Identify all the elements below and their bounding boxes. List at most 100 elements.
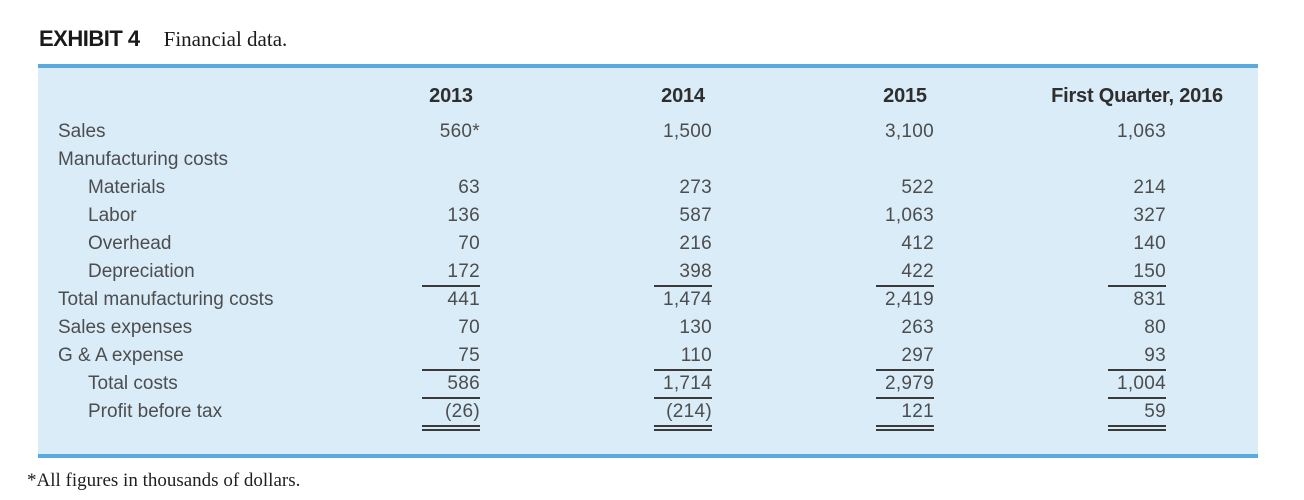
cell-value: 1,063: [884, 205, 934, 226]
cell-value: [422, 164, 480, 168]
value-cell: 75: [370, 345, 546, 371]
cell-value: 216: [679, 233, 712, 254]
cell-value: 831: [1133, 289, 1166, 310]
table-body: Sales 560* 1,500 3,100 1,063 Manufacturing co…: [38, 118, 1258, 431]
row-label: Materials: [88, 177, 166, 198]
value-cell: 1,004: [1006, 373, 1258, 399]
cell-value: 121: [876, 401, 934, 431]
table-row: G & A expense 75 110 297 93: [38, 342, 1258, 371]
cell-value: 263: [901, 317, 934, 338]
value-cell: 70: [370, 317, 546, 339]
value-cell: 441: [370, 289, 546, 311]
value-cell: 2,419: [778, 289, 1006, 311]
cell-value: 140: [1133, 233, 1166, 254]
value-cell: 273: [546, 177, 778, 199]
table-row: Manufacturing costs: [38, 146, 1258, 174]
cell-value: 412: [901, 233, 934, 254]
column-header-label: 2014: [661, 84, 705, 107]
cell-value: 110: [654, 345, 712, 371]
value-cell: 412: [778, 233, 1006, 255]
value-cell: 121: [778, 401, 1006, 431]
value-cell: 172: [370, 261, 546, 287]
cell-value: 1,500: [662, 121, 712, 142]
value-cell: 398: [546, 261, 778, 287]
cell-value: [654, 164, 712, 168]
exhibit-header: EXHIBIT 4 Financial data.: [39, 26, 287, 52]
value-cell: 263: [778, 317, 1006, 339]
table-row: Materials 63 273 522 214: [38, 174, 1258, 202]
column-header: 2015: [778, 85, 1006, 108]
table-row: Total costs 586 1,714 2,979 1,004: [38, 370, 1258, 399]
cell-value: 2,419: [884, 289, 934, 310]
row-label: Sales expenses: [58, 317, 193, 338]
cell-value: [876, 164, 934, 168]
exhibit-label: EXHIBIT 4: [39, 26, 140, 51]
value-cell: 831: [1006, 289, 1258, 311]
cell-value: 63: [458, 177, 480, 198]
cell-value: 3,100: [884, 121, 934, 142]
value-cell: 59: [1006, 401, 1258, 431]
cell-value: 214: [1133, 177, 1166, 198]
cell-value: 273: [679, 177, 712, 198]
table-row: Sales 560* 1,500 3,100 1,063: [38, 118, 1258, 146]
column-header: 2014: [546, 85, 778, 108]
value-cell: 130: [546, 317, 778, 339]
row-label: Total manufacturing costs: [58, 289, 274, 310]
cell-value: 2,979: [876, 373, 934, 399]
value-cell: [370, 151, 546, 169]
cell-value: 59: [1108, 401, 1166, 431]
cell-value: 70: [458, 233, 480, 254]
table-row: Labor 136 587 1,063 327: [38, 202, 1258, 230]
value-cell: 63: [370, 177, 546, 199]
cell-value: 136: [447, 205, 480, 226]
value-cell: [778, 151, 1006, 169]
cell-value: 93: [1108, 345, 1166, 371]
column-header-label: 2015: [883, 84, 927, 107]
cell-value: 172: [422, 261, 480, 287]
value-cell: 136: [370, 205, 546, 227]
value-cell: 560*: [370, 121, 546, 143]
row-label: Labor: [88, 205, 137, 226]
table-row: Depreciation 172 398 422 150: [38, 258, 1258, 287]
value-cell: 586: [370, 373, 546, 399]
cell-value: (26): [422, 401, 480, 431]
column-header: 2013: [370, 85, 546, 108]
value-cell: 3,100: [778, 121, 1006, 143]
value-cell: 110: [546, 345, 778, 371]
value-cell: 1,714: [546, 373, 778, 399]
cell-value: 70: [458, 317, 480, 338]
cell-value: 560*: [439, 121, 480, 142]
table-row: Profit before tax (26) (214) 121 59: [38, 398, 1258, 431]
table-row: Overhead 70 216 412 140: [38, 230, 1258, 258]
value-cell: 216: [546, 233, 778, 255]
cell-value: 1,063: [1116, 121, 1166, 142]
value-cell: 327: [1006, 205, 1258, 227]
value-cell: 422: [778, 261, 1006, 287]
cell-value: 297: [876, 345, 934, 371]
value-cell: 140: [1006, 233, 1258, 255]
cell-value: 75: [422, 345, 480, 371]
value-cell: 214: [1006, 177, 1258, 199]
cell-value: 586: [422, 373, 480, 399]
row-label: Total costs: [88, 373, 178, 394]
cell-value: 80: [1144, 317, 1166, 338]
value-cell: [1006, 151, 1258, 169]
cell-value: [1108, 164, 1166, 168]
value-cell: 150: [1006, 261, 1258, 287]
cell-value: (214): [654, 401, 712, 431]
value-cell: 522: [778, 177, 1006, 199]
row-label: Overhead: [88, 233, 172, 254]
cell-value: 130: [679, 317, 712, 338]
value-cell: 70: [370, 233, 546, 255]
value-cell: (26): [370, 401, 546, 431]
cell-value: 522: [901, 177, 934, 198]
column-header-label: First Quarter, 2016: [1051, 84, 1223, 107]
row-label: Manufacturing costs: [58, 149, 229, 170]
value-cell: 1,063: [1006, 121, 1258, 143]
cell-value: 1,714: [654, 373, 712, 399]
row-label: Sales: [58, 121, 106, 142]
cell-value: 1,474: [662, 289, 712, 310]
cell-value: 398: [654, 261, 712, 287]
cell-value: 150: [1108, 261, 1166, 287]
